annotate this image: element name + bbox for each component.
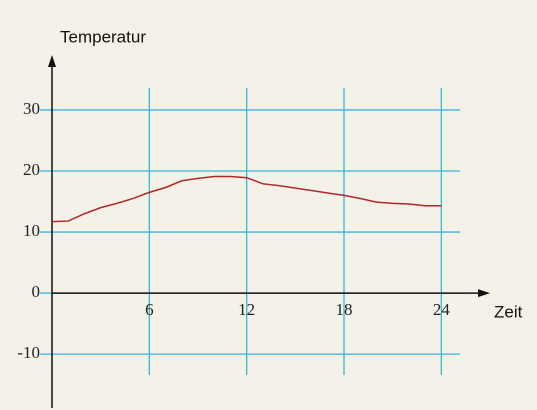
y-axis-arrow: [48, 55, 56, 67]
x-tick-label: 24: [433, 300, 451, 319]
y-tick-label: 0: [32, 282, 41, 301]
x-tick-label: 12: [238, 300, 255, 319]
x-axis-arrow: [478, 289, 490, 298]
x-tick-label: 18: [336, 300, 353, 319]
y-tick-label: 20: [23, 160, 40, 179]
y-tick-label: 30: [23, 99, 40, 118]
y-axis-label: Temperatur: [60, 27, 146, 46]
temperature-line: [51, 175, 442, 223]
x-tick-label: 6: [145, 300, 154, 319]
x-axis-label: Zeit: [494, 302, 523, 321]
y-tick-label: 10: [23, 221, 40, 240]
y-tick-label: -10: [17, 343, 40, 362]
